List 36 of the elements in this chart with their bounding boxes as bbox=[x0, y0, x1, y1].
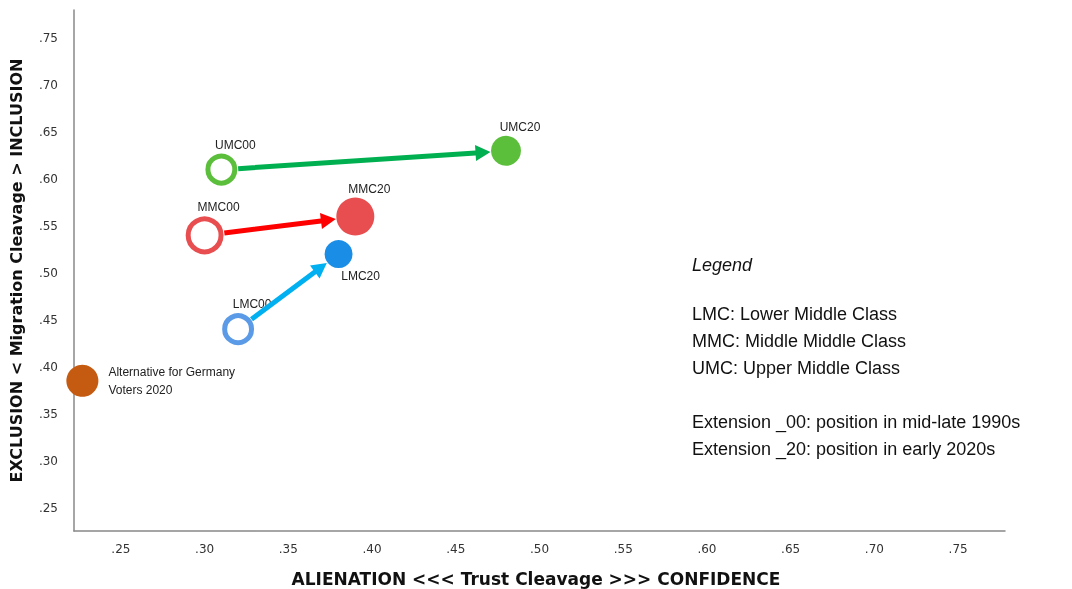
series-label: Alternative for Germany Voters 2020 bbox=[108, 364, 236, 397]
series-label: LMC20 bbox=[341, 269, 381, 284]
annotation: UMC: Upper Middle Class bbox=[692, 358, 901, 378]
y-tick-label: .35 bbox=[38, 406, 58, 421]
y-tick-label: .45 bbox=[38, 312, 58, 327]
x-tick-label: .65 bbox=[781, 542, 801, 556]
x-tick-label: .40 bbox=[362, 542, 382, 556]
x-axis-title: ALIENATION <<< Trust Cleavage >>> CONFIDENCE bbox=[291, 568, 781, 589]
y-tick-label: .50 bbox=[38, 265, 58, 280]
y-tick-label: .40 bbox=[38, 359, 58, 374]
annotation: Legend bbox=[692, 255, 754, 275]
x-tick-label: .45 bbox=[446, 542, 466, 556]
x-tick-label: .60 bbox=[697, 542, 717, 556]
annotation: Extension _00: position in mid-late 1990s bbox=[692, 412, 1021, 433]
y-axis-title: EXCLUSION < Migration Cleavage > INCLUSION bbox=[6, 58, 26, 483]
x-tick-label: .55 bbox=[613, 542, 633, 556]
annotation: Extension _20: position in early 2020s bbox=[692, 439, 996, 460]
y-tick-label: .55 bbox=[38, 218, 58, 233]
x-tick-label: .70 bbox=[864, 542, 884, 556]
y-tick-label: .60 bbox=[38, 171, 58, 186]
y-tick-label: .70 bbox=[38, 78, 58, 93]
y-tick-label: .25 bbox=[38, 500, 58, 515]
x-tick-label: .30 bbox=[195, 542, 215, 556]
y-tick-label: .30 bbox=[38, 453, 58, 468]
series-label: UMC20 bbox=[499, 119, 541, 134]
x-tick-label: .50 bbox=[529, 542, 550, 556]
annotation: LMC: Lower Middle Class bbox=[692, 304, 898, 324]
x-tick-label: .75 bbox=[948, 542, 968, 556]
annotation: MMC: Middle Middle Class bbox=[692, 331, 907, 351]
series-label: UMC00 bbox=[215, 137, 257, 152]
x-tick-label: .25 bbox=[111, 542, 131, 556]
x-tick-label: .35 bbox=[278, 542, 298, 556]
series-label: MMC20 bbox=[348, 181, 391, 196]
y-tick-label: .75 bbox=[38, 31, 58, 46]
y-tick-label: .65 bbox=[38, 125, 58, 140]
series-label: MMC00 bbox=[197, 200, 240, 215]
